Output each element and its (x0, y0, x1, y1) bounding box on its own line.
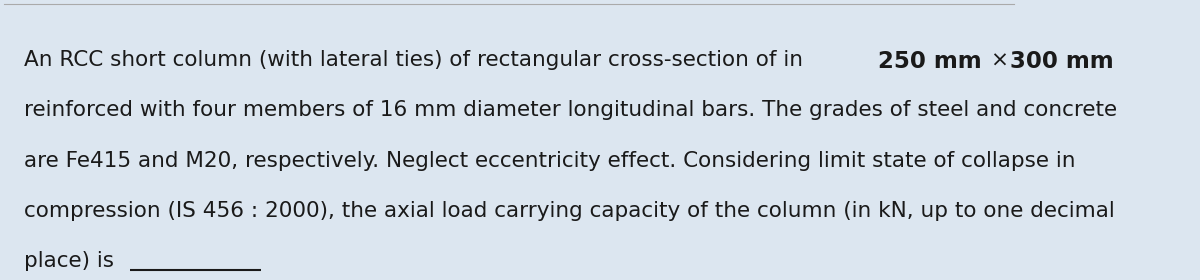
Text: are Fe415 and M20, respectively. Neglect eccentricity effect. Considering limit : are Fe415 and M20, respectively. Neglect… (24, 151, 1076, 171)
Text: 250 mm: 250 mm (877, 50, 982, 73)
Text: place) is: place) is (24, 251, 121, 271)
Text: compression (IS 456 : 2000), the axial load carrying capacity of the column (in : compression (IS 456 : 2000), the axial l… (24, 201, 1115, 221)
Text: An RCC short column (with lateral ties) of rectangular cross-section of in: An RCC short column (with lateral ties) … (24, 50, 810, 70)
Text: 300 mm: 300 mm (1010, 50, 1114, 73)
Text: reinforced with four members of 16 mm diameter longitudinal bars. The grades of : reinforced with four members of 16 mm di… (24, 101, 1117, 120)
Text: ×: × (990, 50, 1008, 70)
